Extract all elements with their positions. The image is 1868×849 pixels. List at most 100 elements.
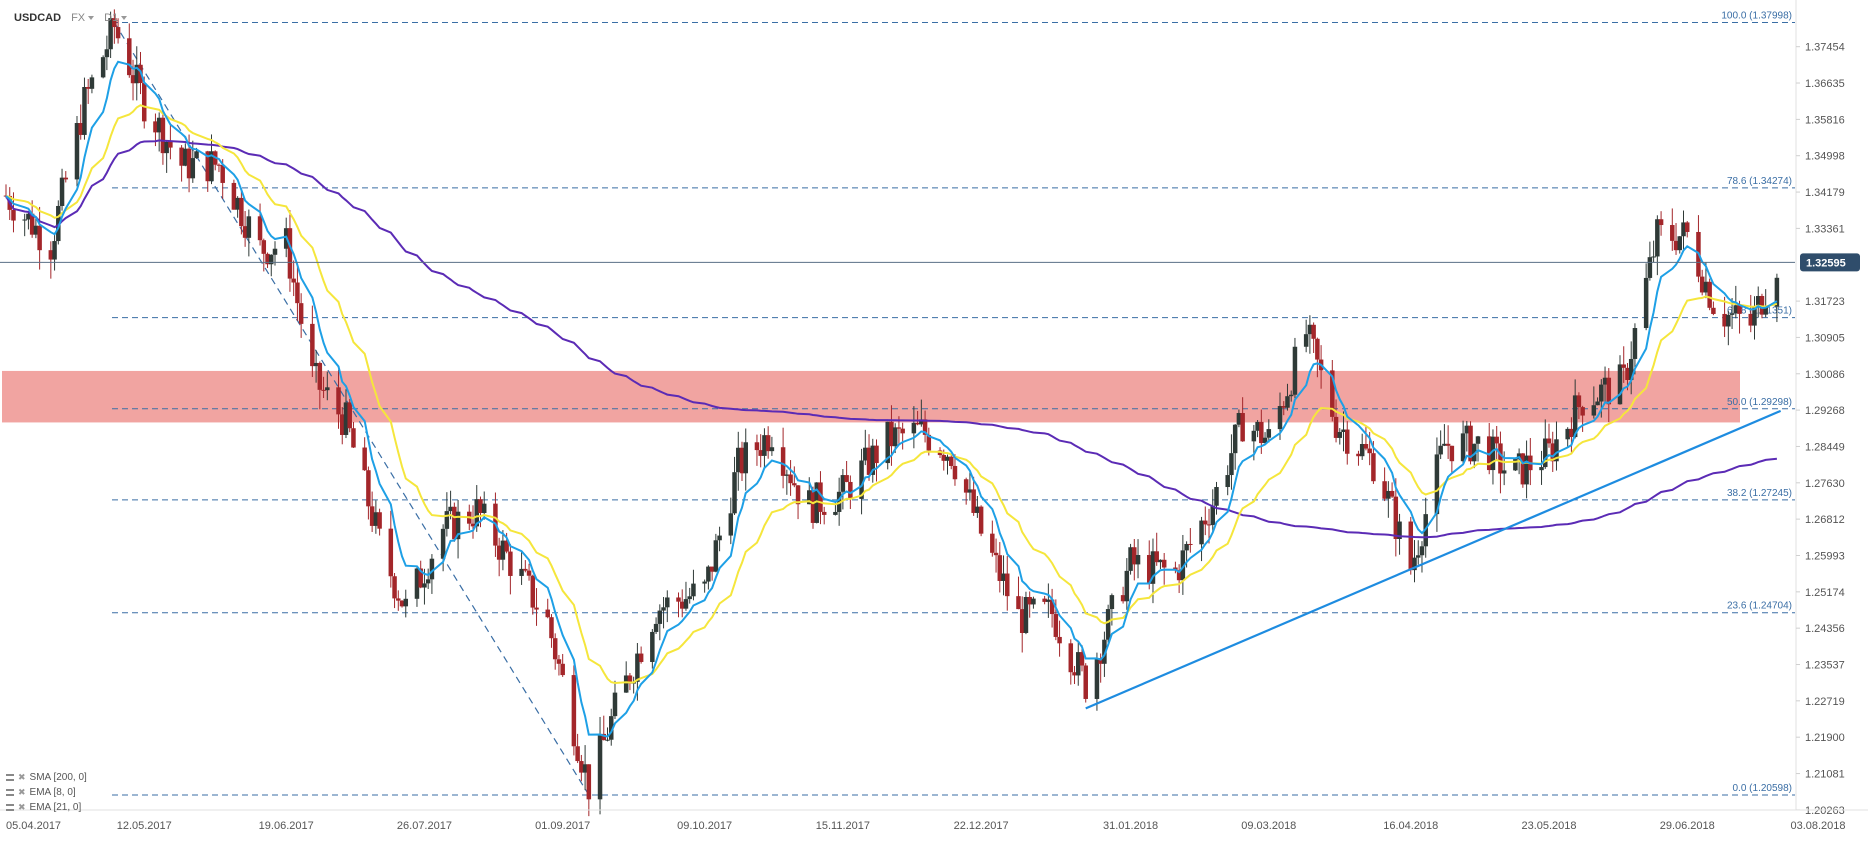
- candle-body[interactable]: [1083, 665, 1088, 699]
- candle-body[interactable]: [1371, 453, 1376, 482]
- candle-body[interactable]: [1442, 443, 1447, 446]
- candle-body[interactable]: [63, 177, 69, 180]
- candle-body[interactable]: [414, 568, 420, 599]
- candle-body[interactable]: [474, 499, 479, 527]
- candle-body[interactable]: [1076, 652, 1081, 676]
- candle-body[interactable]: [1027, 597, 1032, 605]
- candle-body[interactable]: [235, 197, 240, 210]
- candle-body[interactable]: [1472, 443, 1477, 462]
- candle-body[interactable]: [1617, 364, 1623, 405]
- candle-body[interactable]: [919, 419, 924, 425]
- candle-body[interactable]: [179, 147, 184, 166]
- candle-body[interactable]: [1206, 524, 1212, 526]
- candle-body[interactable]: [1285, 396, 1290, 408]
- candle-body[interactable]: [1046, 599, 1051, 602]
- candle-body[interactable]: [1303, 334, 1309, 347]
- candle-body[interactable]: [1550, 443, 1555, 462]
- candle-body[interactable]: [769, 447, 775, 452]
- candle-body[interactable]: [74, 123, 80, 180]
- candle-body[interactable]: [691, 583, 696, 597]
- candle-body[interactable]: [530, 575, 536, 608]
- candle-body[interactable]: [605, 739, 610, 741]
- candle-body[interactable]: [1184, 543, 1189, 551]
- settings-icon[interactable]: [6, 804, 14, 811]
- candle-body[interactable]: [1341, 429, 1346, 433]
- candle-body[interactable]: [183, 148, 188, 166]
- candle-body[interactable]: [1345, 429, 1350, 454]
- candle-body[interactable]: [1599, 384, 1604, 402]
- candle-body[interactable]: [1655, 219, 1660, 257]
- candle-body[interactable]: [1494, 436, 1499, 444]
- candle-body[interactable]: [440, 528, 446, 559]
- candle-body[interactable]: [780, 447, 786, 476]
- candle-body[interactable]: [523, 568, 528, 571]
- candle-body[interactable]: [579, 761, 584, 773]
- candle-body[interactable]: [339, 414, 345, 435]
- candle-body[interactable]: [657, 610, 663, 624]
- candle-body[interactable]: [582, 764, 588, 773]
- candle-body[interactable]: [205, 151, 210, 182]
- candle-body[interactable]: [366, 470, 371, 507]
- candle-body[interactable]: [1576, 395, 1582, 408]
- candle-body[interactable]: [1005, 573, 1010, 597]
- candle-body[interactable]: [1755, 295, 1761, 308]
- indicator-row[interactable]: ✖ EMA [21, 0]: [6, 800, 87, 815]
- candle-body[interactable]: [1684, 222, 1690, 232]
- candle-body[interactable]: [635, 653, 640, 682]
- candle-body[interactable]: [388, 528, 394, 577]
- candle-body[interactable]: [1068, 643, 1074, 673]
- candle-body[interactable]: [526, 570, 532, 576]
- candle-body[interactable]: [717, 535, 722, 541]
- candle-body[interactable]: [736, 447, 741, 473]
- candle-body[interactable]: [885, 421, 890, 464]
- candle-body[interactable]: [269, 254, 274, 265]
- candle-body[interactable]: [194, 151, 199, 159]
- candle-body[interactable]: [1546, 438, 1552, 444]
- candle-body[interactable]: [945, 456, 950, 461]
- market-selector[interactable]: FX: [71, 12, 95, 24]
- candle-body[interactable]: [1707, 281, 1712, 308]
- candle-body[interactable]: [37, 225, 42, 251]
- candle-body[interactable]: [1722, 313, 1727, 327]
- candle-body[interactable]: [313, 362, 319, 367]
- candle-body[interactable]: [571, 675, 577, 747]
- candle-body[interactable]: [1031, 598, 1036, 605]
- candle-body[interactable]: [287, 228, 293, 279]
- candle-body[interactable]: [1703, 281, 1709, 293]
- candle-body[interactable]: [534, 607, 539, 610]
- candle-body[interactable]: [425, 579, 431, 584]
- candle-body[interactable]: [1490, 436, 1496, 471]
- candle-body[interactable]: [156, 117, 162, 133]
- candle-body[interactable]: [1628, 358, 1634, 381]
- candle-body[interactable]: [1094, 658, 1100, 699]
- candle-body[interactable]: [1681, 222, 1686, 237]
- candle-body[interactable]: [1759, 295, 1765, 315]
- candle-body[interactable]: [795, 485, 801, 505]
- candle-body[interactable]: [1158, 559, 1163, 563]
- candle-body[interactable]: [758, 450, 763, 456]
- candle-body[interactable]: [1180, 550, 1186, 581]
- candle-body[interactable]: [556, 659, 562, 664]
- candle-body[interactable]: [1737, 305, 1742, 314]
- candle-body[interactable]: [373, 512, 379, 526]
- candle-body[interactable]: [713, 540, 719, 572]
- candle-body[interactable]: [1513, 459, 1518, 471]
- candle-body[interactable]: [429, 558, 435, 580]
- candle-body[interactable]: [448, 506, 453, 512]
- candle-body[interactable]: [1154, 551, 1159, 563]
- candle-body[interactable]: [848, 481, 853, 499]
- candle-body[interactable]: [1580, 407, 1585, 416]
- candle-body[interactable]: [1232, 424, 1238, 454]
- candle-body[interactable]: [377, 512, 382, 529]
- candle-body[interactable]: [1393, 496, 1399, 540]
- candle-body[interactable]: [1539, 467, 1544, 471]
- candle-body[interactable]: [1277, 406, 1283, 430]
- candle-body[interactable]: [911, 422, 917, 434]
- candle-body[interactable]: [104, 49, 110, 58]
- candle-body[interactable]: [1752, 307, 1757, 326]
- candle-body[interactable]: [1102, 639, 1107, 664]
- candle-body[interactable]: [1397, 521, 1402, 540]
- candle-body[interactable]: [1677, 236, 1683, 251]
- candle-body[interactable]: [597, 733, 603, 800]
